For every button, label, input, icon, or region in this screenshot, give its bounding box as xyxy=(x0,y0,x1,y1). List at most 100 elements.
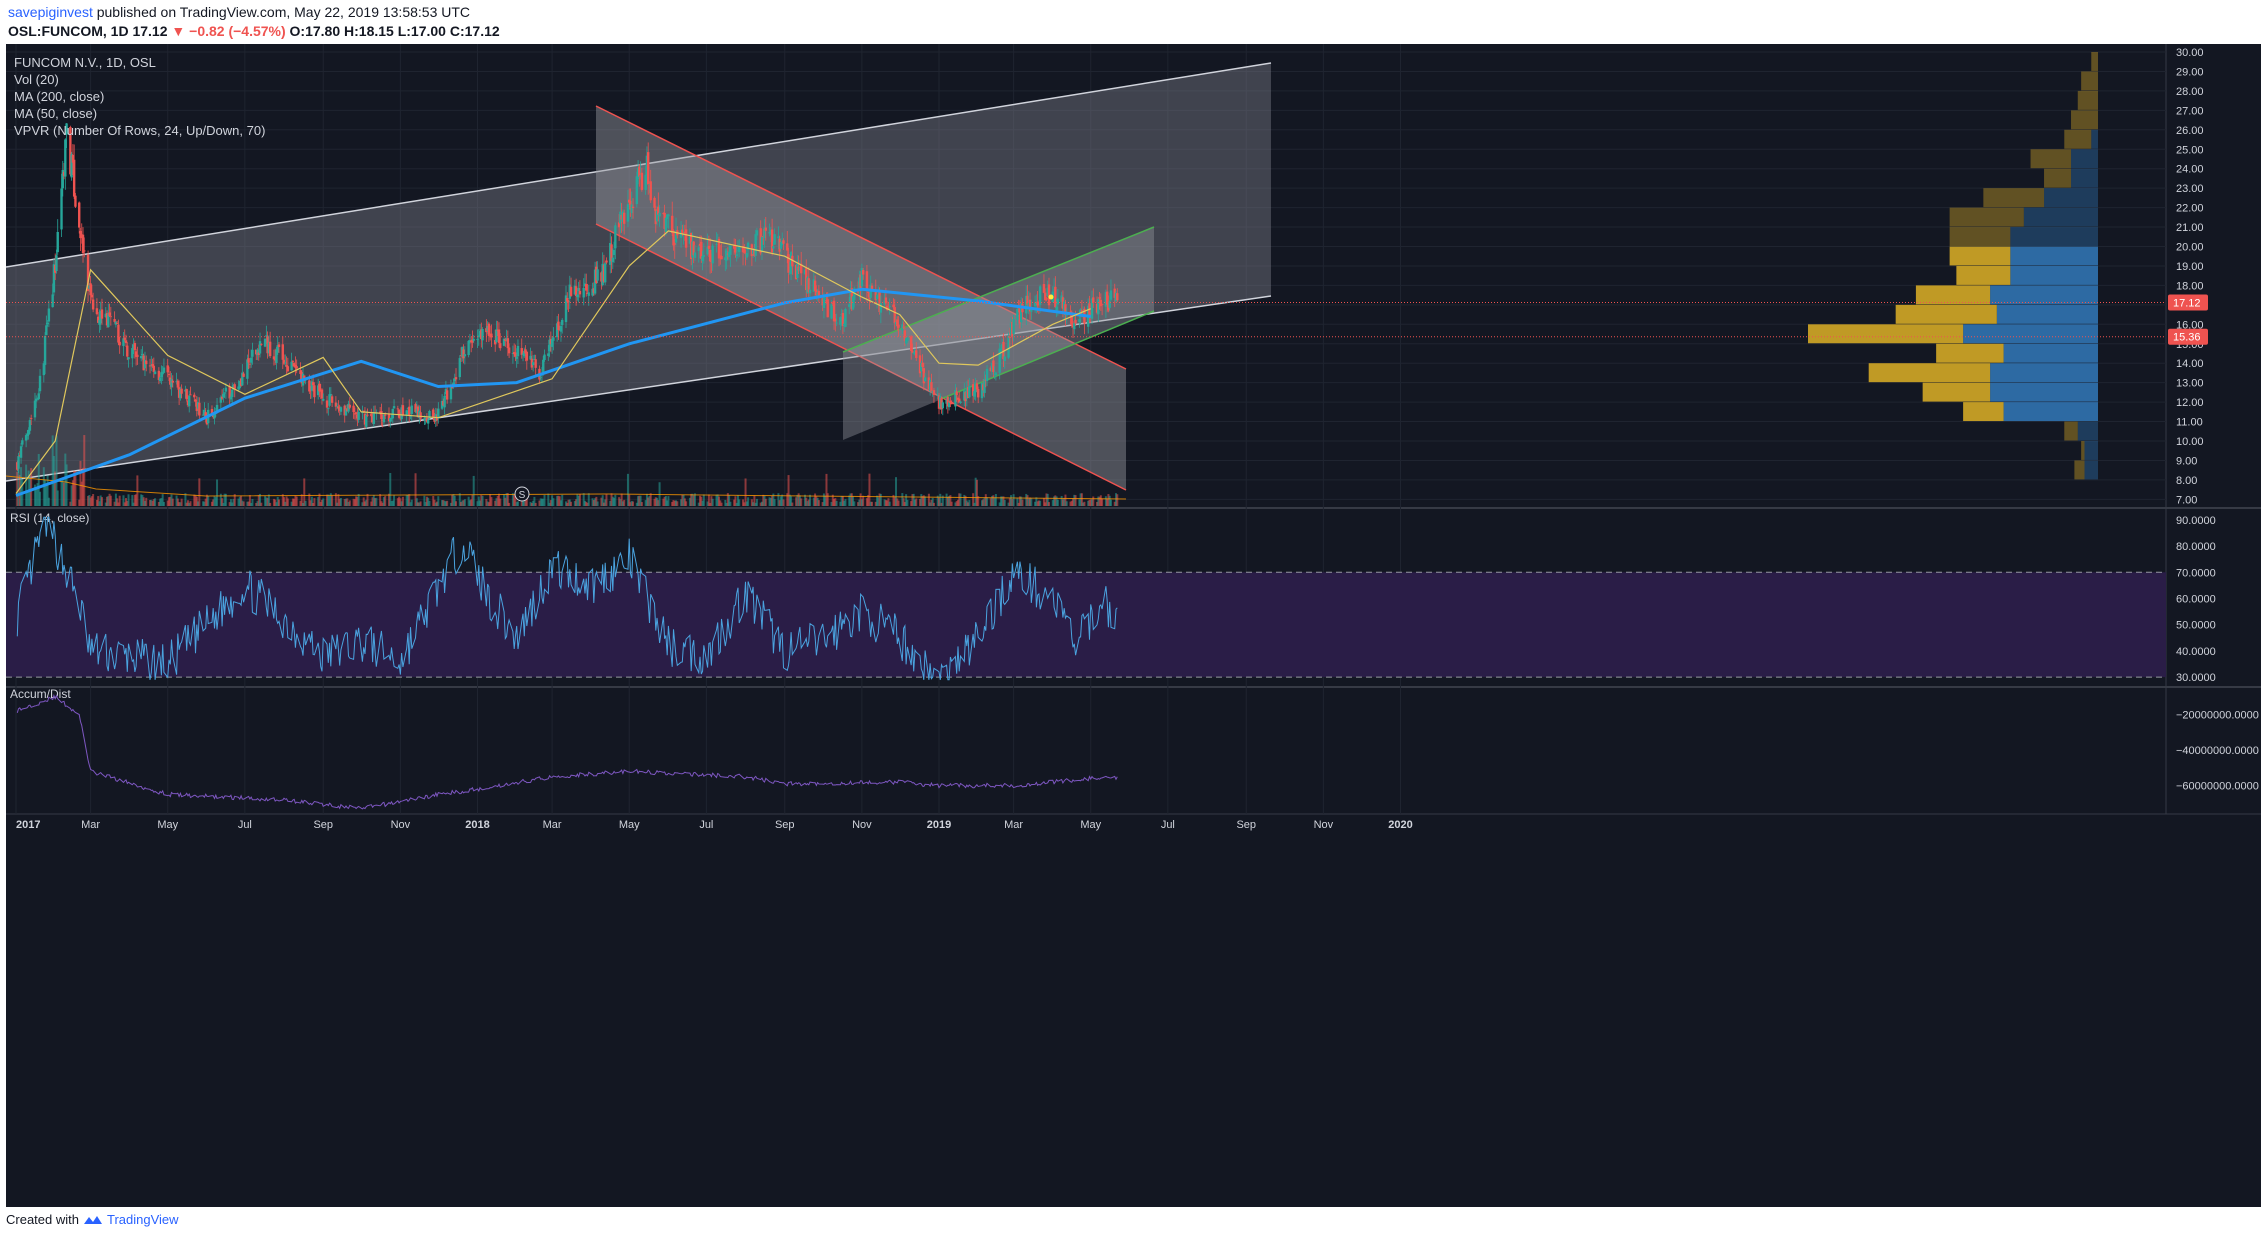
chart-canvas[interactable]: 2017 Mar May Jul Sep Nov 2018 Mar May Jul Sep Nov 20… xyxy=(6,44,2261,1207)
volume-bar xyxy=(530,502,533,506)
candle-body xyxy=(405,410,408,416)
candle-body xyxy=(1109,290,1113,300)
volume-bar xyxy=(1065,501,1068,506)
vpvr-down-bar xyxy=(1949,227,2011,246)
volume-bar xyxy=(1045,493,1048,506)
price-axis-label: 19.00 xyxy=(2176,261,2204,273)
vpvr-up-bar xyxy=(2023,207,2098,227)
volume-bar xyxy=(587,493,590,506)
time-axis-label: Sep xyxy=(313,819,333,831)
volume-bar xyxy=(210,501,213,506)
candle-body xyxy=(759,228,762,254)
candle-body xyxy=(754,234,757,256)
volume-bar xyxy=(451,494,454,506)
candle-body xyxy=(626,204,630,222)
volume-bar xyxy=(639,495,642,506)
volume-bar xyxy=(692,495,695,506)
volume-bar xyxy=(1002,496,1005,506)
price-axis-label: 8.00 xyxy=(2176,475,2197,487)
volume-bar xyxy=(506,493,509,506)
volume-bar xyxy=(382,497,385,506)
candle-body xyxy=(442,400,445,406)
author-link[interactable]: savepiginvest xyxy=(8,4,93,20)
candle-body xyxy=(732,245,736,249)
volume-bar xyxy=(179,502,182,506)
volume-bar xyxy=(302,502,305,506)
legend-indicator-ma50[interactable]: MA (50, close) xyxy=(14,106,98,121)
candle-body xyxy=(956,397,960,400)
candle-body xyxy=(38,375,42,392)
volume-bar xyxy=(97,496,100,506)
vpvr-up-bar xyxy=(2044,188,2098,208)
candle-body xyxy=(982,384,985,391)
candle-body xyxy=(600,272,603,282)
candle-body xyxy=(941,402,944,409)
chart-container[interactable]: 2017 Mar May Jul Sep Nov 2018 Mar May Jul Sep Nov 20… xyxy=(6,44,2261,1207)
volume-bar xyxy=(673,500,676,506)
candle-body xyxy=(231,389,234,398)
volume-bar xyxy=(339,498,342,506)
volume-bar xyxy=(809,494,812,506)
volume-bar xyxy=(266,497,269,506)
volume-bar xyxy=(936,495,939,506)
volume-bar xyxy=(602,502,605,506)
volume-bar xyxy=(592,500,595,506)
candle-body xyxy=(453,378,456,382)
vpvr-down-bar xyxy=(1936,343,2004,363)
candle-body xyxy=(697,247,700,252)
candle-body xyxy=(959,401,962,403)
candle-body xyxy=(141,353,144,356)
candle-body xyxy=(566,298,569,302)
volume-bar xyxy=(999,496,1002,506)
volume-bar xyxy=(56,490,59,506)
legend-indicator-volume[interactable]: Vol (20) xyxy=(14,72,59,87)
vpvr-up-bar xyxy=(2084,460,2098,480)
candle-body xyxy=(887,307,890,310)
candle-body xyxy=(79,231,82,239)
volume-bar xyxy=(381,502,384,506)
candle-body xyxy=(105,313,109,326)
candle-body xyxy=(176,380,180,388)
volume-bar xyxy=(446,500,449,506)
volume-bar xyxy=(356,496,359,506)
volume-bar xyxy=(700,496,703,506)
volume-bar xyxy=(214,497,217,506)
legend-indicator-ma200[interactable]: MA (200, close) xyxy=(14,89,105,104)
candle-body xyxy=(65,123,68,135)
volume-bar xyxy=(568,499,571,506)
time-axis-label: Nov xyxy=(852,819,872,831)
volume-bar xyxy=(223,493,226,506)
volume-bar xyxy=(656,497,659,506)
tradingview-brand[interactable]: TradingView xyxy=(106,1212,179,1227)
candle-body xyxy=(89,283,92,296)
candle-body xyxy=(998,348,1001,373)
volume-bar xyxy=(1092,496,1095,506)
volume-bar xyxy=(930,499,933,506)
volume-bar xyxy=(901,493,904,506)
candle-body xyxy=(382,414,386,423)
candle-body xyxy=(109,316,113,318)
footer: Created with TradingView xyxy=(6,1212,179,1227)
volume-bar xyxy=(876,495,879,506)
volume-bar xyxy=(927,493,930,506)
legend-indicator-vpvr[interactable]: VPVR (Number Of Rows, 24, Up/Down, 70) xyxy=(14,123,266,138)
candle-body xyxy=(42,363,46,376)
volume-bar xyxy=(706,501,709,506)
candle-body xyxy=(347,403,350,412)
volume-bar xyxy=(743,502,746,506)
candle-body xyxy=(655,210,659,222)
candle-body xyxy=(577,287,580,292)
volume-bar xyxy=(769,498,772,506)
candle-body xyxy=(290,361,293,371)
volume-bar xyxy=(666,500,669,506)
volume-bar xyxy=(859,493,862,506)
candle-body xyxy=(440,400,444,409)
price-tag xyxy=(2168,328,2208,345)
candle-body xyxy=(400,407,403,420)
candle-body xyxy=(734,245,737,253)
candle-body xyxy=(1027,302,1030,307)
candle-body xyxy=(1038,286,1042,305)
candle-body xyxy=(648,184,651,185)
candle-body xyxy=(151,364,154,367)
volume-bar xyxy=(486,501,489,506)
